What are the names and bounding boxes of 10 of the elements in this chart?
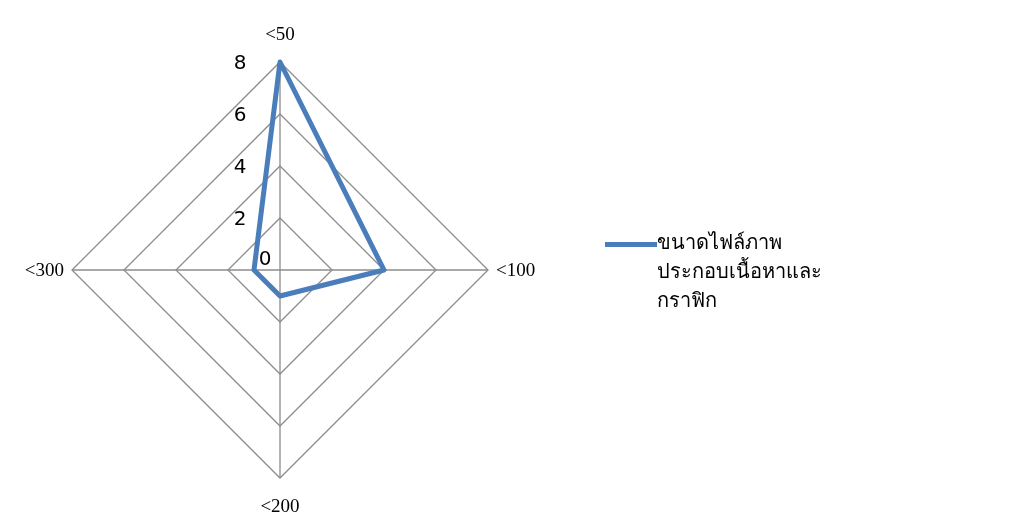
spoke-label: <300 [24,259,64,280]
y-tick-label: 6 [233,102,247,126]
y-tick-label: 8 [233,50,247,74]
y-tick-label: 4 [233,154,247,178]
spoke-label: <200 [260,495,300,516]
spoke-label: <100 [496,259,536,280]
spoke-label: <50 [265,23,295,44]
legend-label: ขนาดไฟล์ภาพประกอบเนื้อหาและกราฟิก [657,230,823,313]
y-tick-label: 0 [258,246,272,270]
y-tick-label: 2 [233,206,247,230]
